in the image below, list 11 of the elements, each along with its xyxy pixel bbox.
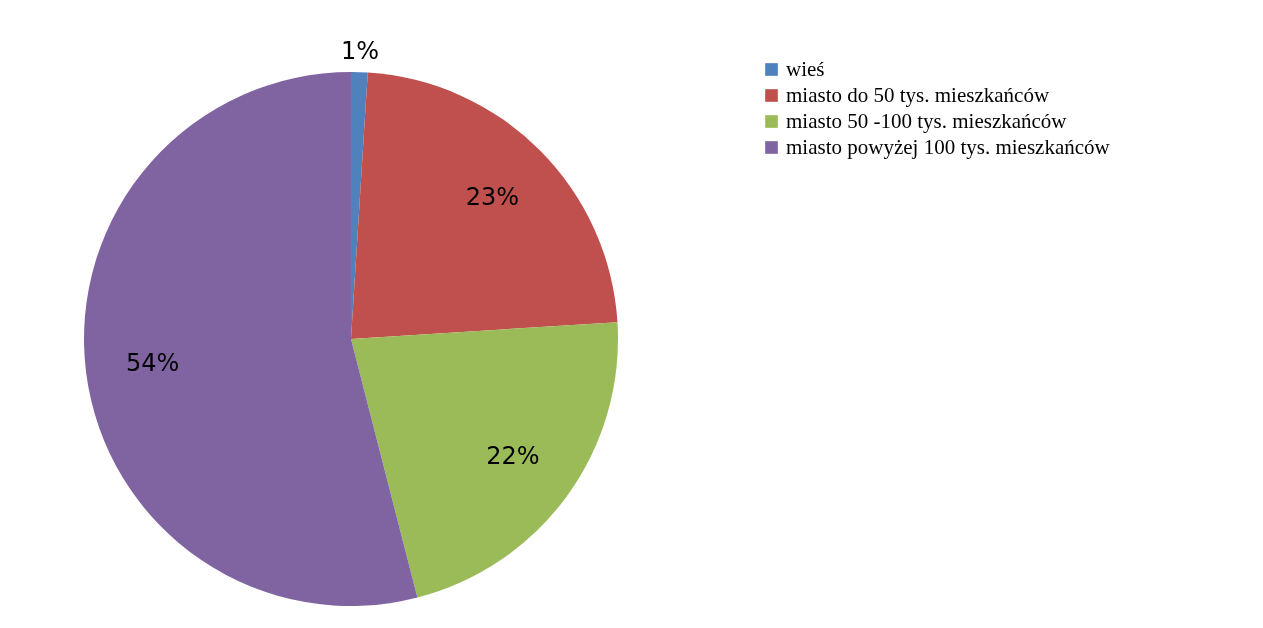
pie-slice [84,72,418,606]
legend-label: miasto 50 -100 tys. mieszkańców [786,108,1068,133]
data-label: 1% [340,37,380,66]
data-label: 54% [125,349,180,378]
data-label: 23% [465,182,520,211]
data-label: 22% [486,441,540,470]
pie-slice [351,322,618,598]
legend-label: wieś [786,56,825,81]
pie-slice [351,72,618,339]
legend-label: miasto do 50 tys. mieszkańców [786,82,1050,107]
legend-label: miasto powyżej 100 tys. mieszkańców [786,134,1111,159]
